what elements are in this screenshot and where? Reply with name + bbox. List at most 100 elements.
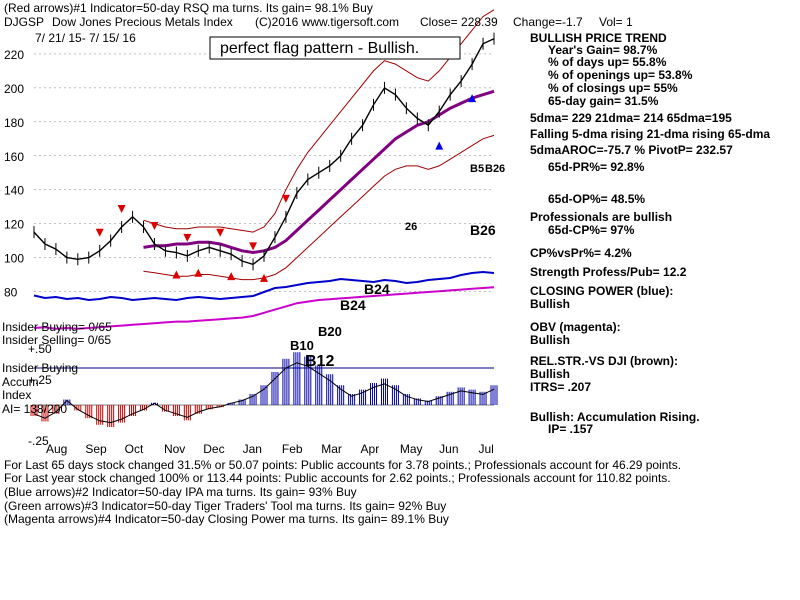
obv-polyline (33, 286, 495, 330)
annotation-b10: B10 (290, 338, 314, 353)
banner-text: perfect flag pattern - Bullish. (220, 40, 420, 57)
close-value: Close= 228.39 (420, 15, 498, 29)
y-tick-label: 220 (4, 48, 24, 62)
red-down-arrow (249, 242, 258, 251)
banner-box (209, 36, 461, 60)
footer-line-3: (Blue arrows)#2 Indicator=50-day IPA ma … (4, 485, 357, 499)
price-line (33, 32, 495, 271)
change-value: Change=-1.7 (513, 15, 583, 29)
price-close-line (33, 38, 495, 266)
stat-closing-power-title: CLOSING POWER (blue): (530, 284, 674, 298)
stat-obv-value: Bullish (530, 333, 571, 347)
x-tick-label: Sep (85, 442, 107, 456)
stat-closing-power-value: Bullish (530, 297, 571, 311)
closing-power-line (33, 270, 495, 302)
insider-selling-label: Insider Selling= 0/65 (2, 333, 112, 347)
y-tick-label: 140 (4, 184, 24, 198)
volume-value: Vol= 1 (599, 15, 633, 29)
red-up-arrow (172, 270, 181, 279)
x-tick-label: Jul (478, 442, 493, 456)
stat-op: 65d-OP%= 48.5% (548, 192, 646, 206)
x-tick-label: Apr (361, 442, 380, 456)
plus25-label: +.25 (28, 373, 52, 387)
stat-obv-title: OBV (magenta): (530, 320, 621, 334)
insider-buying-label-2: Insider Buying (2, 361, 79, 375)
blue-up-arrow (435, 141, 444, 150)
x-tick-label: Nov (164, 442, 185, 456)
stat-pr: 65d-PR%= 92.8% (548, 160, 645, 174)
y-tick-label: 160 (4, 150, 24, 164)
accumulation-index-bars (30, 352, 498, 427)
blue-up-arrow (468, 94, 477, 103)
x-tick-label: Feb (282, 442, 303, 456)
stat-65day-gain: 65-day gain= 31.5% (548, 94, 659, 108)
stat-dma: 5dma= 229 21dma= 214 65dma=195 (530, 111, 732, 125)
axis-tick-labels: 80 100 120 140 160 180 200 220 Aug Sep Oct Nov Dec Ja… (4, 48, 494, 456)
stat-professionals: Professionals are bullish (530, 210, 673, 224)
moving-average-line (143, 89, 495, 255)
red-down-arrow (281, 194, 290, 203)
y-tick-label: 100 (4, 252, 24, 266)
closing-power-polyline (33, 270, 495, 302)
red-up-arrow (260, 273, 268, 282)
red-down-arrow (95, 228, 104, 237)
y-tick-label: 200 (4, 82, 24, 96)
stat-aroc: 5dmaAROC=-75.7 % PivotP= 232.57 (530, 143, 733, 157)
stat-dma-direction: Falling 5-dma rising 21-dma rising 65-dm… (530, 127, 771, 141)
annotation-b26: B26 (470, 222, 496, 238)
date-range: 7/ 21/ 15- 7/ 15/ 16 (35, 31, 136, 45)
stat-relstr-title: REL.STR.-VS DJI (brown): (530, 354, 678, 368)
stat-cp-vs-pr: CP%vsPr%= 4.2% (530, 246, 632, 260)
signal-arrows (95, 94, 477, 282)
plus50-label: +.50 (28, 342, 52, 356)
annotation-b24: B24 (364, 281, 390, 297)
y-tick-label: 120 (4, 218, 24, 232)
x-tick-label: Mar (321, 442, 342, 456)
ma65-line (143, 89, 495, 255)
annotation-b12: B12 (305, 353, 334, 370)
accum-ma-line (33, 362, 495, 424)
stat-years-gain: Year's Gain= 98.7% (548, 43, 658, 57)
index-label: Index (2, 388, 32, 402)
annotation-b5: B5 (470, 163, 484, 175)
stat-itrs: ITRS= .207 (530, 380, 592, 394)
footer-line-5: (Magenta arrows)#4 Indicator=50-day Clos… (4, 512, 449, 526)
stat-ip: IP= .157 (548, 422, 594, 436)
stat-strength: Strength Profess/Pub= 12.2 (530, 265, 687, 279)
annotation-26: 26 (405, 221, 417, 233)
annotation-b24: B24 (340, 297, 366, 313)
x-tick-label: Jun (439, 442, 458, 456)
lower-band-line (143, 134, 495, 281)
ai-label: AI= 138/200 (2, 402, 68, 416)
bollinger-bands (143, 9, 495, 281)
trend-title: BULLISH PRICE TREND (530, 31, 667, 45)
copyright: (C)2016 www.tigersoft.com (255, 15, 400, 29)
upper-band-line (143, 9, 495, 233)
footer-line-2: For Last year stock changed 100% or 113.… (4, 471, 671, 485)
stat-relstr-value: Bullish (530, 367, 571, 381)
red-up-arrow (194, 268, 203, 277)
red-down-arrow (216, 228, 225, 237)
annotation-b20: B20 (318, 324, 342, 339)
y-tick-label: 80 (4, 286, 18, 300)
x-tick-label: Aug (46, 442, 67, 456)
stat-cp: 65d-CP%= 97% (548, 223, 635, 237)
stat-days-up: % of days up= 55.8% (548, 55, 667, 69)
y-tick-label: 180 (4, 116, 24, 130)
index-name: Dow Jones Precious Metals Index (52, 15, 233, 29)
red-up-arrow (227, 272, 236, 281)
footer-line-1: For Last 65 days stock changed 31.5% or … (4, 458, 682, 472)
stat-openings-up: % of openings up= 53.8% (548, 68, 693, 82)
minus25-label: -.25 (28, 434, 49, 448)
stat-closings-up: % of closings up= 55% (548, 81, 678, 95)
header-indicator-line: (Red arrows)#1 Indicator=50-day RSQ ma t… (4, 1, 373, 15)
red-down-arrow (183, 233, 192, 242)
x-tick-label: Dec (203, 442, 224, 456)
footer-line-4: (Green arrows)#3 Indicator=50-day Tiger … (4, 499, 447, 513)
obv-line (33, 286, 495, 330)
annotation-b26: B26 (485, 163, 505, 175)
x-tick-label: Oct (125, 442, 144, 456)
stat-accumulation: Bullish: Accumulation Rising. (530, 410, 700, 424)
x-tick-label: May (400, 442, 423, 456)
